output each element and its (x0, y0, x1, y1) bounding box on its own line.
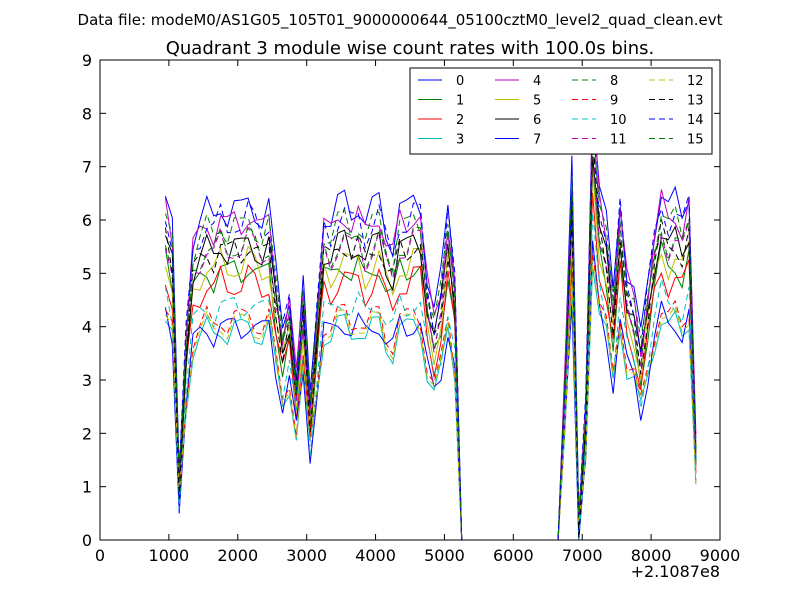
x-tick-label: 0 (95, 546, 105, 565)
x-tick-label: 7000 (562, 546, 603, 565)
series-line-12 (164, 260, 697, 541)
series-line-15 (164, 128, 697, 541)
chart-title: Quadrant 3 module wise count rates with … (166, 38, 655, 59)
series-line-6 (164, 156, 697, 541)
x-tick-label: 8000 (631, 546, 672, 565)
legend-label-11: 11 (610, 133, 627, 148)
x-tick-label: 6000 (493, 546, 534, 565)
legend-label-4: 4 (533, 74, 541, 89)
legend-label-0: 0 (456, 74, 464, 89)
series-line-11 (164, 145, 697, 541)
legend-label-6: 6 (533, 113, 541, 128)
legend-label-1: 1 (456, 94, 464, 109)
legend-label-10: 10 (610, 113, 627, 128)
legend-label-5: 5 (533, 94, 541, 109)
axes: 0 1000 2000 3000 4000 5000 6000 7000 8000 9000012… (82, 51, 741, 565)
y-tick-label: 8 (82, 104, 92, 123)
series-line-7 (164, 240, 697, 541)
series-line-5 (164, 168, 697, 541)
chart-suptitle: Data file: modeM0/AS1G05_105T01_90000006… (78, 11, 723, 30)
series-line-10 (164, 212, 697, 541)
legend-label-14: 14 (687, 113, 704, 128)
legend-label-7: 7 (533, 133, 541, 148)
y-tick-label: 5 (82, 264, 92, 283)
y-tick-label: 1 (82, 478, 92, 497)
x-tick-label: 5000 (424, 546, 465, 565)
legend-label-2: 2 (456, 113, 464, 128)
y-tick-label: 0 (82, 531, 92, 550)
x-tick-label: 2000 (217, 546, 258, 565)
legend-label-9: 9 (610, 94, 618, 109)
y-tick-label: 4 (82, 318, 92, 337)
x-tick-label: 3000 (286, 546, 327, 565)
legend-label-15: 15 (687, 133, 704, 148)
y-tick-label: 7 (82, 158, 92, 177)
series-line-9 (164, 253, 697, 541)
x-tick-label: 9000 (700, 546, 741, 565)
series-line-2 (164, 192, 697, 541)
y-tick-label: 2 (82, 424, 92, 443)
y-tick-label: 3 (82, 371, 92, 390)
plot-frame (99, 59, 721, 541)
x-offset-label: +2.1087e8 (631, 562, 720, 581)
y-tick-label: 9 (82, 51, 92, 70)
legend-label-13: 13 (687, 94, 704, 109)
x-tick-label: 1000 (149, 546, 190, 565)
legend-label-12: 12 (687, 74, 704, 89)
x-tick-label: 4000 (355, 546, 396, 565)
legend-label-3: 3 (456, 133, 464, 148)
legend-label-8: 8 (610, 74, 618, 89)
series-lines (164, 98, 697, 541)
y-tick-label: 6 (82, 211, 92, 230)
legend-box (409, 67, 713, 155)
